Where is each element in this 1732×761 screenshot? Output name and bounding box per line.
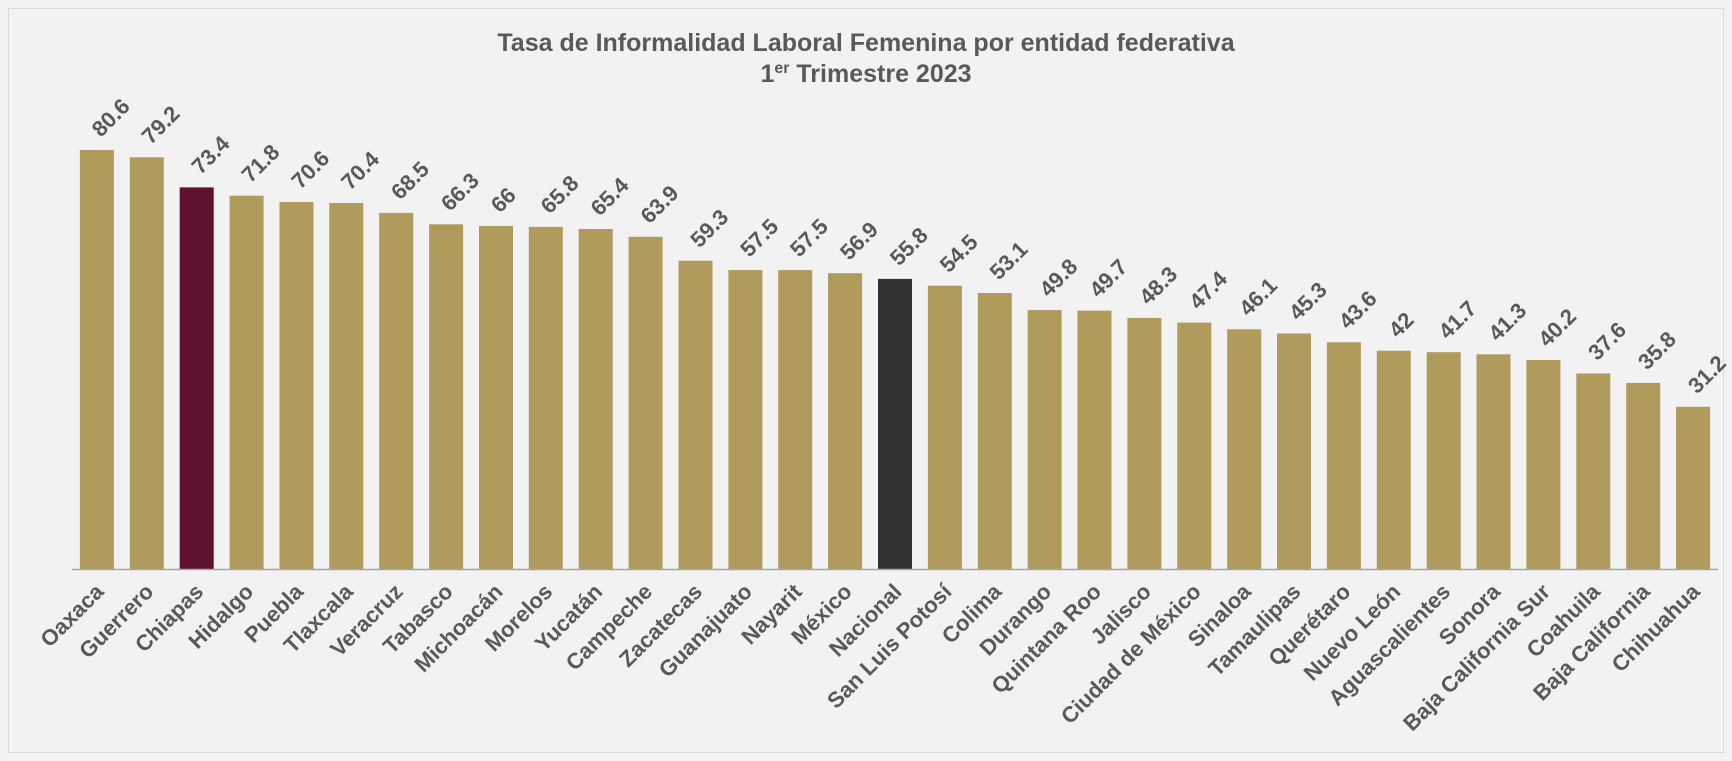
value-label-guerrero: 79.2 xyxy=(137,101,185,149)
bar-durango xyxy=(1027,310,1062,569)
value-label-puebla: 70.6 xyxy=(286,146,334,194)
value-label-morelos: 65.8 xyxy=(536,170,584,218)
bar-san-luis-potosi xyxy=(927,285,962,569)
bar-coahuila xyxy=(1576,373,1611,569)
chart-subtitle: 1er Trimestre 2023 xyxy=(0,59,1732,90)
bar-puebla xyxy=(279,202,314,569)
category-labels-group: OaxacaGuerreroChiapasHidalgoPueblaTlaxca… xyxy=(35,578,1705,735)
value-label-michoacan: 66 xyxy=(486,182,521,217)
bar-hidalgo xyxy=(229,195,264,569)
value-label-quintana-roo: 49.7 xyxy=(1084,254,1132,302)
value-label-oaxaca: 80.6 xyxy=(87,94,135,142)
value-label-yucatan: 65.4 xyxy=(586,172,634,220)
value-label-san-luis-potosi: 54.5 xyxy=(935,229,983,277)
value-label-chiapas: 73.4 xyxy=(187,130,235,178)
value-label-campeche: 63.9 xyxy=(635,180,683,228)
bar-colima xyxy=(977,293,1012,569)
chart-title: Tasa de Informalidad Laboral Femenina po… xyxy=(0,28,1732,90)
bar-oaxaca xyxy=(79,150,114,569)
subtitle-suffix: Trimestre 2023 xyxy=(789,60,972,88)
bar-tamaulipas xyxy=(1277,333,1311,569)
bar-guanajuato xyxy=(728,270,763,569)
value-label-baja-california: 35.8 xyxy=(1633,326,1681,374)
bar-tabasco xyxy=(429,224,464,570)
bar-chiapas xyxy=(179,187,214,569)
value-label-sinaloa: 46.1 xyxy=(1234,273,1282,321)
bar-jalisco xyxy=(1127,317,1162,569)
value-label-mexico: 56.9 xyxy=(835,217,883,265)
bar-michoacan xyxy=(479,225,513,569)
value-label-baja-california-sur: 40.2 xyxy=(1533,304,1581,352)
chart-title-line1: Tasa de Informalidad Laboral Femenina po… xyxy=(497,29,1235,57)
value-label-zacatecas: 59.3 xyxy=(685,204,733,252)
value-label-jalisco: 48.3 xyxy=(1134,261,1182,309)
value-label-tabasco: 66.3 xyxy=(436,168,484,216)
bar-zacatecas xyxy=(678,260,713,569)
value-label-chihuahua: 31.2 xyxy=(1683,350,1731,398)
value-label-nayarit: 57.5 xyxy=(785,214,833,262)
bar-nacional xyxy=(878,278,912,569)
bar-morelos xyxy=(528,226,563,569)
bar-tlaxcala xyxy=(329,203,364,569)
subtitle-prefix: 1 xyxy=(760,60,775,88)
value-label-sonora: 41.3 xyxy=(1483,298,1531,346)
value-label-colima: 53.1 xyxy=(985,237,1033,285)
value-label-nacional: 55.8 xyxy=(885,222,933,270)
value-label-tamaulipas: 45.3 xyxy=(1284,277,1332,325)
bar-yucatan xyxy=(578,229,613,569)
bars-group xyxy=(79,150,1711,570)
bar-sonora xyxy=(1476,354,1511,569)
value-label-nuevo-leon: 42 xyxy=(1384,307,1419,342)
bar-chihuahua xyxy=(1676,406,1711,569)
bar-mexico xyxy=(828,273,863,569)
value-label-coahuila: 37.6 xyxy=(1583,317,1631,365)
bar-guerrero xyxy=(129,157,164,570)
bar-sinaloa xyxy=(1227,329,1262,569)
bar-baja-california-sur xyxy=(1526,360,1561,569)
bar-aguascalientes xyxy=(1426,352,1461,569)
bar-queretaro xyxy=(1326,342,1361,569)
value-label-ciudad-de-mexico: 47.4 xyxy=(1184,266,1232,314)
value-label-aguascalientes: 41.7 xyxy=(1434,296,1482,344)
value-label-hidalgo: 71.8 xyxy=(236,139,284,187)
bar-campeche xyxy=(628,236,663,570)
bar-veracruz xyxy=(379,212,414,569)
chart-frame xyxy=(8,8,1724,753)
bar-ciudad-de-mexico xyxy=(1177,322,1212,569)
value-label-queretaro: 43.6 xyxy=(1334,286,1382,334)
bar-nuevo-leon xyxy=(1376,350,1411,569)
value-label-guanajuato: 57.5 xyxy=(735,214,783,262)
value-label-durango: 49.8 xyxy=(1034,254,1082,302)
bar-nayarit xyxy=(778,270,813,569)
value-label-veracruz: 68.5 xyxy=(386,156,434,204)
bar-baja-california xyxy=(1626,382,1661,569)
subtitle-superscript: er xyxy=(774,60,790,77)
value-label-tlaxcala: 70.4 xyxy=(336,146,384,194)
bar-quintana-roo xyxy=(1077,310,1112,569)
